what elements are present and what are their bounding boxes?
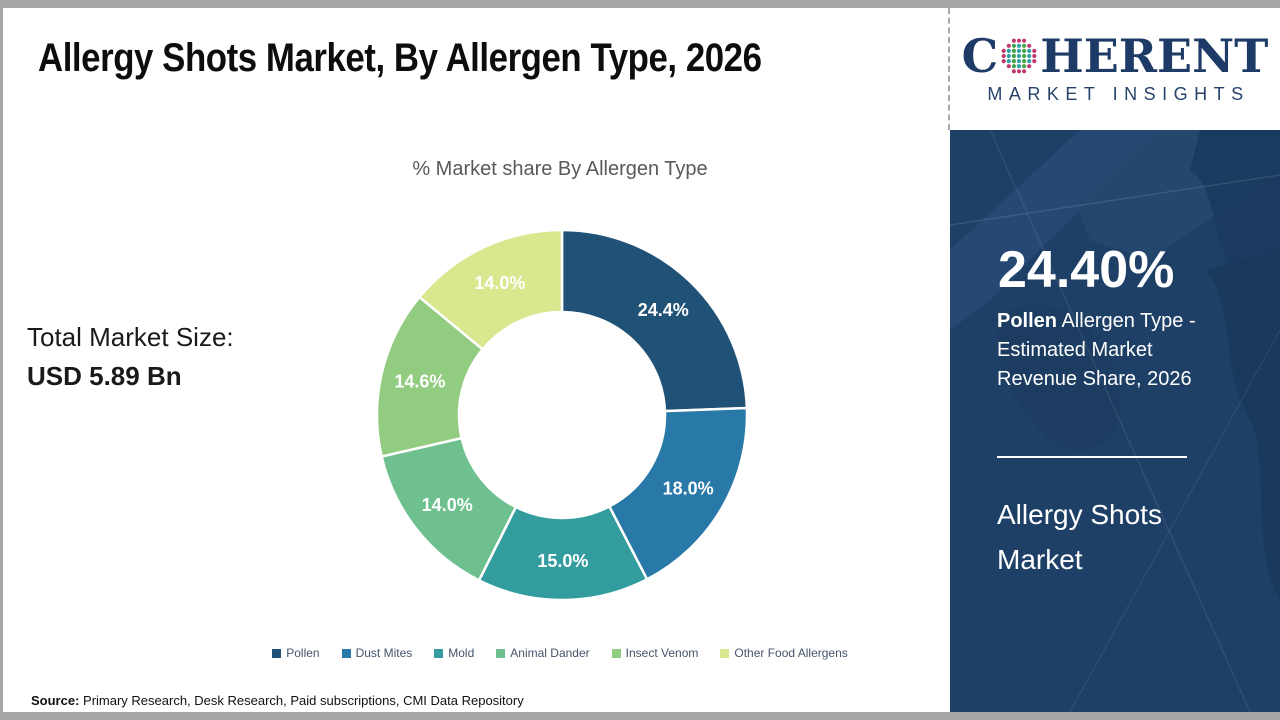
frame-top-border: [0, 0, 1280, 8]
donut-chart: 24.4% 18.0% 15.0% 14.0% 14.6% 14.0%: [375, 228, 749, 602]
legend-item-other-food-allergens: Other Food Allergens: [720, 646, 848, 660]
legend-item-pollen: Pollen: [272, 646, 320, 660]
chart-legend: Pollen Dust Mites Mold Animal Dander Insect …: [110, 646, 1010, 660]
legend-marker: [272, 648, 282, 658]
highlight-segment-name: Pollen: [997, 310, 1058, 332]
legend-label: Pollen: [286, 646, 320, 660]
legend-marker: [341, 648, 351, 658]
legend-label: Animal Dander: [510, 646, 590, 660]
slice-label-other-food-allergens: 14.0%: [474, 273, 525, 293]
frame-bottom-border: [0, 712, 1280, 720]
donut-slice-dust-mites: [607, 406, 749, 581]
total-market-size-value: USD 5.89 Bn: [27, 361, 182, 391]
slice-label-pollen: 24.4%: [638, 300, 689, 320]
source-text: Primary Research, Desk Research, Paid su…: [79, 693, 524, 708]
legend-marker: [434, 648, 444, 658]
highlight-side-panel: 24.40% Pollen Allergen Type - Estimated …: [950, 130, 1280, 712]
chart-title: % Market share By Allergen Type: [412, 158, 708, 180]
logo-letter-c: C: [961, 29, 999, 83]
highlight-description-rest: Allergen Type - Estimated Market Revenue…: [997, 310, 1196, 390]
total-market-size-label: Total Market Size:: [27, 322, 234, 352]
legend-marker: [496, 648, 506, 658]
legend-label: Dust Mites: [355, 646, 413, 660]
map-texture-decoration: [950, 130, 1280, 712]
coherent-globe-icon: [1001, 38, 1037, 74]
page-title: Allergy Shots Market, By Allergen Type, …: [38, 36, 762, 80]
coherent-logo: C HERENT MARKET INSIGHTS: [948, 8, 1280, 130]
slice-label-insect-venom: 14.6%: [394, 371, 445, 391]
legend-item-mold: Mold: [434, 646, 474, 660]
source-line: Source: Primary Research, Desk Research,…: [31, 693, 524, 708]
highlight-description: Pollen Allergen Type - Estimated Market …: [997, 307, 1237, 394]
frame-left-border: [0, 8, 3, 712]
legend-item-insect-venom: Insect Venom: [611, 646, 699, 660]
slice-label-animal-dander: 14.0%: [422, 495, 473, 515]
logo-subtitle: MARKET INSIGHTS: [987, 84, 1250, 104]
donut-slice-pollen: [560, 228, 749, 413]
donut-slice-other-food-allergens: [417, 228, 564, 352]
slice-label-dust-mites: 18.0%: [663, 479, 714, 499]
total-market-size-block: Total Market Size: USD 5.89 Bn: [27, 322, 234, 392]
panel-market-title: Allergy Shots Market: [997, 499, 1162, 575]
logo-letters-herent: HERENT: [1040, 29, 1269, 83]
highlight-percentage: 24.40%: [998, 241, 1175, 299]
legend-label: Other Food Allergens: [734, 646, 848, 660]
legend-item-dust-mites: Dust Mites: [341, 646, 413, 660]
legend-marker: [611, 648, 621, 658]
panel-divider: [997, 456, 1187, 458]
slice-label-mold: 15.0%: [537, 551, 588, 571]
legend-label: Mold: [448, 646, 475, 660]
logo-wordmark: C HERENT: [962, 33, 1269, 79]
source-label: Source:: [31, 693, 80, 708]
legend-marker: [720, 648, 730, 658]
legend-item-animal-dander: Animal Dander: [496, 646, 590, 660]
legend-label: Insect Venom: [625, 646, 699, 660]
